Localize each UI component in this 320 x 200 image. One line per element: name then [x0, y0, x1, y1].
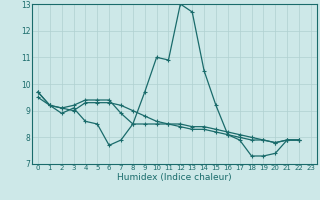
X-axis label: Humidex (Indice chaleur): Humidex (Indice chaleur): [117, 173, 232, 182]
